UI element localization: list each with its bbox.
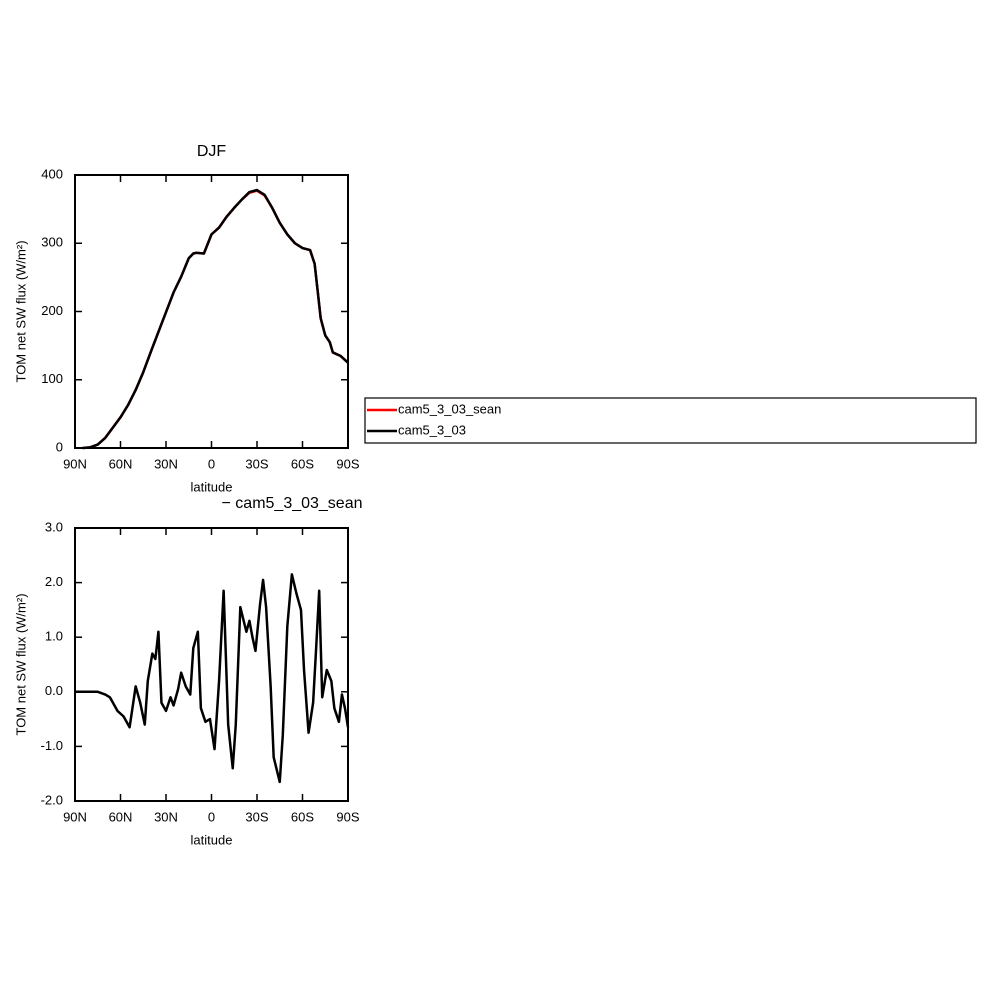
y-tick-label: 0.0 [45,683,63,698]
data-line [75,573,350,784]
legend-label: cam5_3_03_sean [398,401,501,416]
y-tick-label: 200 [41,303,63,318]
x-tick-label: 90N [63,456,87,471]
x-axis-label: latitude [191,832,233,847]
x-axis-label: latitude [191,479,233,494]
x-tick-label: 60S [291,809,314,824]
x-tick-label: 30N [154,456,178,471]
y-axis-label: TOM net SW flux (W/m²) [13,240,28,382]
x-tick-label: 0 [208,456,215,471]
y-tick-label: -2.0 [41,792,63,807]
y-tick-label: 100 [41,371,63,386]
x-tick-label: 90S [336,456,359,471]
legend-box [364,397,977,444]
y-tick-label: 3.0 [45,519,63,534]
data-line [82,188,349,450]
chart-title: − cam5_3_03_sean [222,495,363,512]
y-axis-label: TOM net SW flux (W/m²) [13,593,28,735]
y-tick-label: 400 [41,166,63,181]
x-tick-label: 0 [208,809,215,824]
x-tick-label: 60N [109,809,133,824]
legend-label: cam5_3_03 [398,422,466,437]
x-tick-label: 30S [245,809,268,824]
x-tick-label: 30N [154,809,178,824]
y-tick-label: -1.0 [41,738,63,753]
y-tick-label: 2.0 [45,574,63,589]
y-tick-label: 0 [56,439,63,454]
x-tick-label: 90S [336,809,359,824]
x-tick-label: 90N [63,809,87,824]
plot-frame [74,174,349,449]
x-tick-label: 60S [291,456,314,471]
x-tick-label: 30S [245,456,268,471]
x-tick-label: 60N [109,456,133,471]
y-tick-label: 300 [41,235,63,250]
plot-frame [74,527,349,802]
y-tick-label: 1.0 [45,629,63,644]
chart-title: DJF [197,143,227,160]
